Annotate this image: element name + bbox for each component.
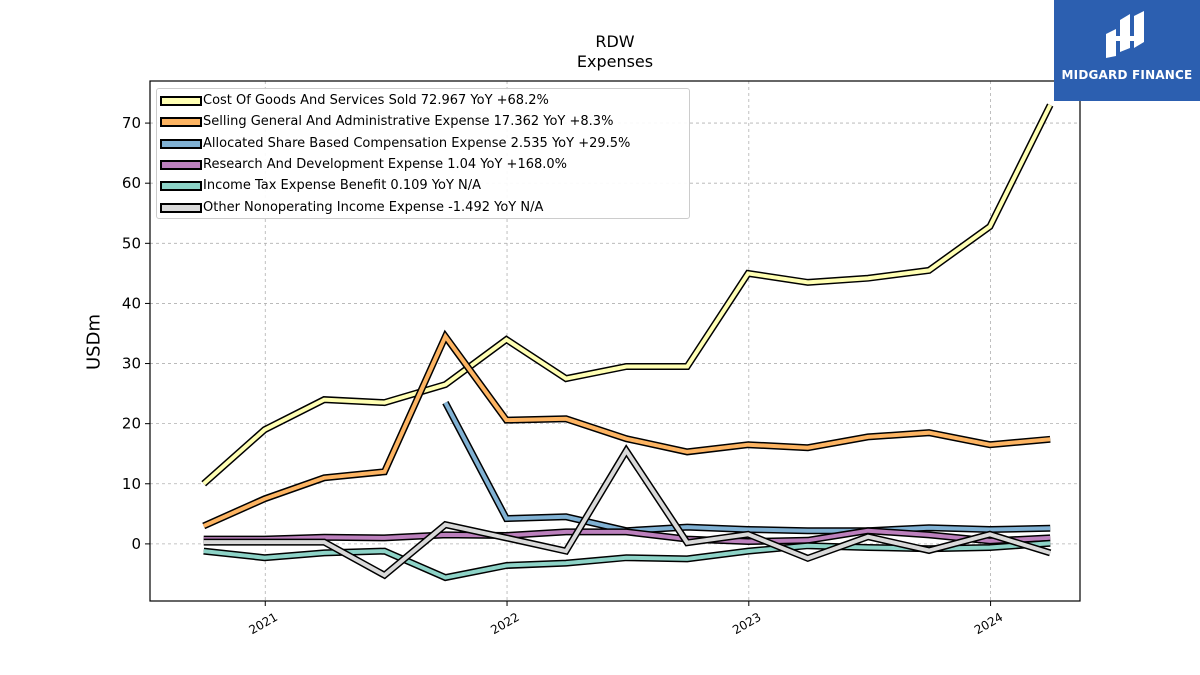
series-line	[443, 401, 1051, 533]
x-axis-ticks: 2021 2022 2023 2024	[247, 601, 1005, 637]
x-tick-label: 2022	[488, 610, 521, 637]
x-tick-label: 2023	[730, 610, 763, 637]
series-5	[203, 444, 1052, 580]
series-3	[203, 527, 1051, 546]
y-tick-label: 20	[122, 415, 141, 433]
brand-logo: MIDGARD FINANCE	[1054, 0, 1200, 101]
series-line	[203, 528, 1051, 544]
legend-swatch	[160, 96, 202, 106]
x-tick-label: 2024	[972, 610, 1005, 637]
y-axis-label: USDm	[83, 314, 105, 370]
brand-name: MIDGARD FINANCE	[1061, 68, 1193, 82]
y-tick-label: 0	[131, 535, 141, 553]
series-1	[202, 329, 1051, 530]
y-tick-label: 60	[122, 174, 141, 192]
y-tick-label: 70	[122, 114, 141, 132]
series-line	[202, 104, 1052, 486]
legend-label: Cost Of Goods And Services Sold 72.967 Y…	[203, 93, 549, 108]
chart-legend: Cost Of Goods And Services Sold 72.967 Y…	[156, 88, 690, 219]
chart-subtitle: Expenses	[576, 52, 654, 71]
legend-swatch	[160, 181, 202, 192]
y-tick-label: 40	[122, 294, 141, 312]
chart-title: RDW	[595, 32, 635, 51]
x-tick-label: 2021	[247, 610, 280, 637]
legend-label: Other Nonoperating Income Expense -1.492…	[203, 199, 544, 215]
legend-swatch	[160, 202, 202, 213]
y-tick-label: 30	[122, 355, 141, 373]
series-line	[202, 332, 1051, 528]
series-line	[203, 446, 1051, 578]
plot-frame	[149, 80, 1081, 602]
series-2	[442, 400, 1051, 535]
y-axis-ticks: 0 10 20 30 40 50 60 70	[122, 114, 150, 553]
legend-label: Income Tax Expense Benefit 0.109 YoY N/A	[203, 178, 482, 194]
legend-swatch	[160, 117, 202, 128]
legend-label: Allocated Share Based Compensation Expen…	[203, 135, 631, 151]
series-0	[201, 103, 1054, 487]
y-tick-label: 10	[122, 475, 141, 493]
series-lines	[201, 103, 1054, 582]
brand-mark-icon	[1106, 11, 1144, 58]
y-tick-label: 50	[122, 234, 141, 252]
legend-label: Research And Development Expense 1.04 Yo…	[203, 156, 568, 172]
legend-swatch	[160, 159, 202, 170]
legend-label: Selling General And Administrative Expen…	[203, 114, 614, 130]
legend-swatch	[160, 138, 202, 149]
